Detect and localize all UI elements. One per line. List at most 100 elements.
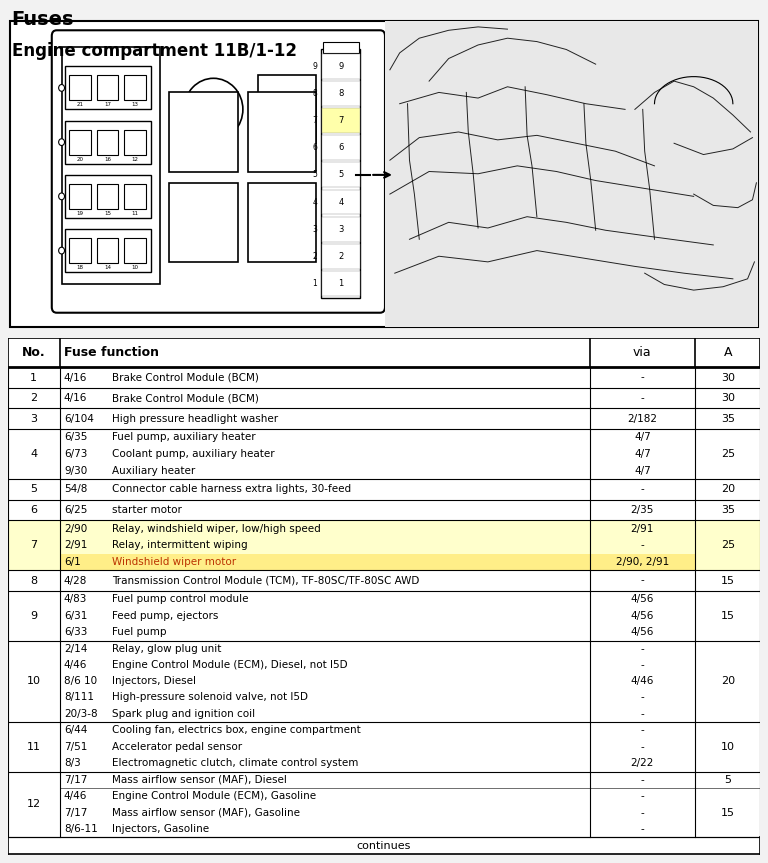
Text: 4/7: 4/7 [634,466,650,476]
Text: 8: 8 [338,89,343,98]
Text: 7/17: 7/17 [64,808,88,817]
Bar [385,22,758,327]
Bar [8,387,760,408]
Text: 17: 17 [104,103,111,107]
Text: 4/56: 4/56 [631,627,654,638]
Text: -: - [641,791,644,801]
Text: 6/1: 6/1 [64,557,81,567]
Bar [170,92,238,172]
Text: 2/35: 2/35 [631,505,654,515]
Bar [69,75,91,100]
Text: Coolant pump, auxiliary heater: Coolant pump, auxiliary heater [112,449,275,459]
Text: Fuel pump: Fuel pump [112,627,167,638]
Text: 16: 16 [104,156,111,161]
Text: 9: 9 [313,62,317,71]
Text: 54/8: 54/8 [64,484,88,494]
Text: Mass airflow sensor (MAF), Diesel: Mass airflow sensor (MAF), Diesel [112,775,287,785]
Text: Spark plug and ignition coil: Spark plug and ignition coil [112,709,255,719]
Text: 2/90: 2/90 [64,524,87,533]
Text: 4: 4 [313,198,317,206]
Text: 4/83: 4/83 [64,594,88,604]
Text: 30: 30 [720,394,735,403]
Bar [248,92,316,172]
Bar [8,500,760,520]
Text: -: - [641,725,644,735]
Text: 15: 15 [720,611,735,620]
Text: Fuses: Fuses [12,10,74,29]
Text: Relay, windshield wiper, low/high speed: Relay, windshield wiper, low/high speed [112,524,321,533]
Text: 21: 21 [77,103,84,107]
Text: 1: 1 [313,279,317,288]
Text: 10: 10 [131,265,138,270]
Text: Fuel pump control module: Fuel pump control module [112,594,249,604]
Text: 12: 12 [131,156,138,161]
Ellipse shape [58,247,65,254]
Text: 5: 5 [30,484,38,494]
Bar [8,429,760,479]
Text: 11: 11 [131,211,138,216]
Text: Feed pump, ejectors: Feed pump, ejectors [112,611,218,620]
Text: 2: 2 [30,394,38,403]
Text: 6/33: 6/33 [64,627,88,638]
Text: Injectors, Gasoline: Injectors, Gasoline [112,824,209,834]
Bar [321,49,360,298]
Text: 2/91: 2/91 [64,540,88,551]
Ellipse shape [58,85,65,91]
Text: 20: 20 [720,484,735,494]
Text: 8/111: 8/111 [64,692,94,702]
Text: 18: 18 [77,265,84,270]
Text: 4: 4 [338,198,343,206]
Text: 4/46: 4/46 [64,660,88,670]
Text: Fuel pump, auxiliary heater: Fuel pump, auxiliary heater [112,432,256,443]
Bar [323,217,359,242]
Text: 4/46: 4/46 [64,791,88,801]
Bar [97,238,118,263]
Text: Brake Control Module (BCM): Brake Control Module (BCM) [112,373,259,382]
Text: Windshield wiper motor: Windshield wiper motor [112,557,237,567]
Bar [8,772,760,837]
Text: 20: 20 [77,156,84,161]
Text: -: - [641,775,644,785]
Text: Relay, glow plug unit: Relay, glow plug unit [112,644,221,654]
Text: via: via [633,346,652,359]
Text: No.: No. [22,346,45,359]
Bar [323,244,359,268]
Text: 3: 3 [313,224,317,234]
Text: 4/28: 4/28 [64,576,88,585]
Bar [323,271,359,296]
Text: Connector cable harness extra lights, 30-feed: Connector cable harness extra lights, 30… [112,484,351,494]
Text: A: A [723,346,732,359]
Text: Fuse function: Fuse function [64,346,159,359]
Text: 1: 1 [30,373,38,382]
Bar [8,338,760,368]
Text: 1: 1 [338,279,343,288]
Bar [8,837,760,854]
Text: -: - [641,808,644,817]
Bar [8,520,760,570]
Bar [170,183,238,261]
Bar [8,721,760,772]
Text: 4: 4 [30,449,38,459]
Text: 7: 7 [313,117,317,125]
Text: Mass airflow sensor (MAF), Gasoline: Mass airflow sensor (MAF), Gasoline [112,808,300,817]
Text: -: - [641,644,644,654]
Text: -: - [641,824,644,834]
Text: 11: 11 [27,741,41,752]
Text: 4/46: 4/46 [631,677,654,686]
Text: 25: 25 [720,540,735,551]
Text: -: - [641,373,644,382]
Bar [323,54,359,79]
Text: 10: 10 [720,741,735,752]
Bar [65,229,151,272]
Text: -: - [641,660,644,670]
Text: 6: 6 [313,143,317,152]
Bar [65,121,151,164]
Text: 2/91: 2/91 [631,524,654,533]
Bar [8,368,760,387]
Bar [8,570,760,591]
Bar [124,184,146,209]
Bar [97,184,118,209]
Text: Cooling fan, electrics box, engine compartment: Cooling fan, electrics box, engine compa… [112,725,361,735]
Bar [97,129,118,154]
Bar [323,41,359,53]
